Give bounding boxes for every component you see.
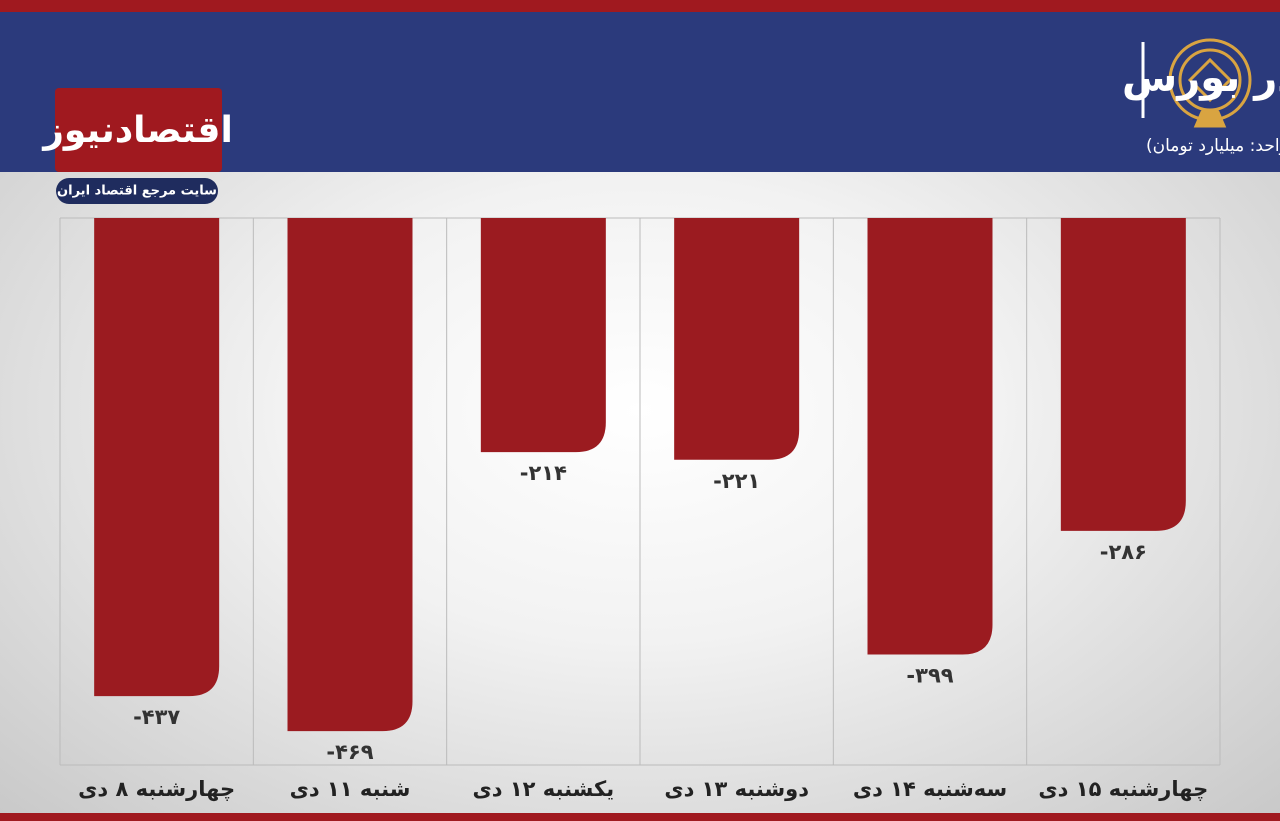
top-strip xyxy=(0,0,1280,12)
logo-box xyxy=(55,88,222,172)
x-tick-label: چهارشنبه ۱۵ دی xyxy=(1038,777,1208,801)
value-label: -۳۹۹ xyxy=(906,664,953,688)
bar xyxy=(1060,218,1186,531)
value-label: -۲۲۱ xyxy=(713,469,760,493)
x-tick-label: سه‌شنبه ۱۴ دی xyxy=(853,777,1007,801)
bar xyxy=(287,218,413,732)
chart-title: روند ورود و خروج پول حقیقی در بورس xyxy=(1122,55,1280,101)
logo-tagline: سایت مرجع اقتصاد ایران xyxy=(57,184,217,199)
bar xyxy=(674,218,800,460)
x-tick-label: یکشنبه ۱۲ دی xyxy=(473,777,615,801)
x-tick-label: شنبه ۱۱ دی xyxy=(290,777,411,801)
bar xyxy=(480,218,606,453)
x-tick-label: دوشنبه ۱۳ دی xyxy=(664,777,809,801)
x-tick-label: چهارشنبه ۸ دی xyxy=(78,777,235,801)
bar xyxy=(867,218,993,655)
bottom-strip xyxy=(0,813,1280,821)
value-label: -۲۱۴ xyxy=(520,461,567,485)
emblem xyxy=(1168,38,1252,128)
logo-name: اقتصادنیوز xyxy=(41,110,233,151)
logo-tagline-box xyxy=(56,178,218,204)
value-label: -۲۸۶ xyxy=(1100,540,1147,564)
chart-subtitle: (واحد: میلیارد تومان) xyxy=(1146,136,1280,156)
value-label: -۴۶۹ xyxy=(326,740,373,764)
bar xyxy=(94,218,220,697)
value-label: -۴۳۷ xyxy=(133,705,180,729)
